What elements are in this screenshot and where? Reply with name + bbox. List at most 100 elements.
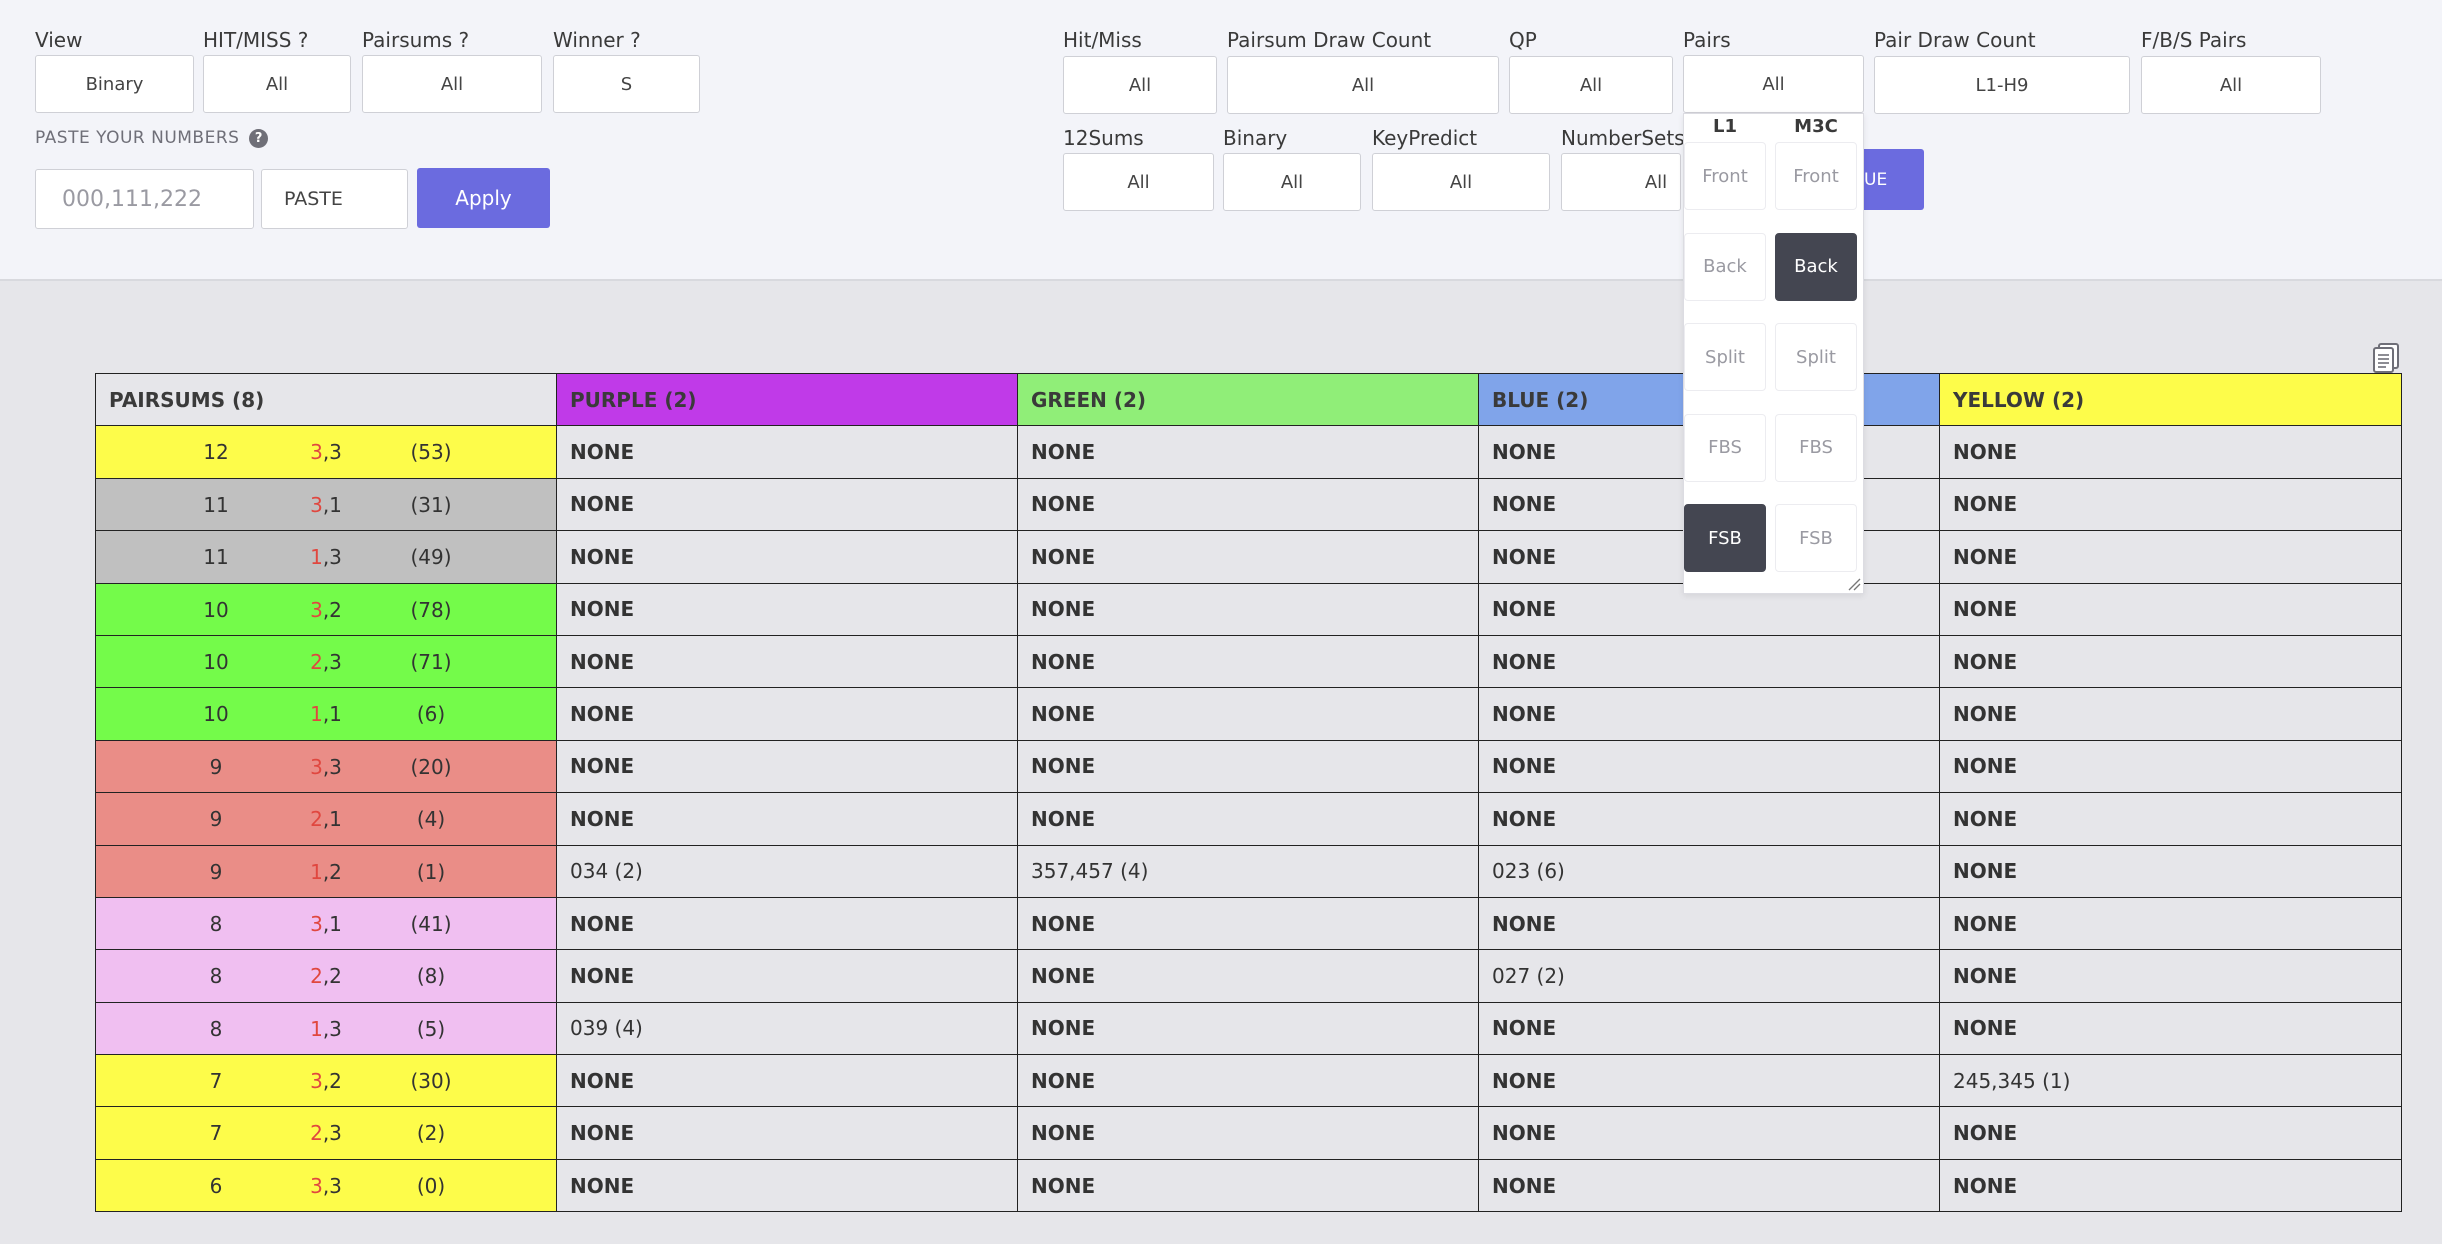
pair-digit-first: 2 <box>310 649 323 674</box>
pairs-select[interactable]: All <box>1683 55 1864 113</box>
keypredict-label: KeyPredict <box>1372 126 1478 150</box>
copy-icon[interactable] <box>2372 342 2400 374</box>
pair-digit-first: 3 <box>310 1069 323 1094</box>
pairs-option-l1-split[interactable]: Split <box>1684 323 1766 391</box>
pairs-option-l1-front[interactable]: Front <box>1684 142 1766 210</box>
table-row: 10 2,3 (71) NONE NONE NONE NONE <box>95 634 2402 689</box>
pair-digits: 2,2 <box>310 964 342 989</box>
dropdown-col-m3c: M3C <box>1794 116 1838 137</box>
pairsum-value: 8 <box>209 911 223 936</box>
fbs-pairs-select[interactable]: All <box>2141 56 2321 114</box>
column-header-2: GREEN (2) <box>1017 372 1479 427</box>
pair-draw-count-select[interactable]: L1-H9 <box>1874 56 2130 114</box>
pairsums-label: Pairsums ? <box>362 28 470 52</box>
result-cell: NONE <box>556 634 1018 689</box>
pairs-option-l1-fsb[interactable]: FSB <box>1684 504 1766 572</box>
pairsum-count: (41) <box>410 911 452 936</box>
pairsum-cell: 9 1,2 (1) <box>95 844 557 898</box>
pairsum-cell: 9 2,1 (4) <box>95 792 557 846</box>
pairsum-count: (1) <box>416 859 446 884</box>
pairs-option-l1-back[interactable]: Back <box>1684 232 1766 301</box>
pairs-option-m3c-fbs[interactable]: FBS <box>1775 413 1857 482</box>
view-label: View <box>35 28 83 52</box>
numbersets-select[interactable]: All <box>1561 153 1681 211</box>
result-cell: NONE <box>1939 687 2402 741</box>
pair-digit-first: 1 <box>310 1016 323 1041</box>
pairsum-draw-count-select[interactable]: All <box>1227 56 1499 114</box>
pair-digit-second: 2 <box>329 597 342 622</box>
pairs-option-m3c-fsb[interactable]: FSB <box>1775 504 1857 572</box>
pair-digits: 3,2 <box>310 597 342 622</box>
result-cell: NONE <box>1939 1158 2402 1213</box>
keypredict-select[interactable]: All <box>1372 153 1550 211</box>
pair-digit-second: 2 <box>329 1069 342 1094</box>
pairsums-select[interactable]: All <box>362 55 542 113</box>
pair-digits: 3,2 <box>310 1069 342 1094</box>
partial-blue-button[interactable]: UE <box>1860 149 1924 210</box>
view-select[interactable]: Binary <box>35 55 194 113</box>
result-cell: NONE <box>1939 739 2402 794</box>
filter-panel <box>0 0 2442 281</box>
result-cell: 034 (2) <box>556 844 1018 898</box>
result-cell: NONE <box>1939 425 2402 479</box>
table-row: 6 3,3 (0) NONE NONE NONE NONE <box>95 1158 2402 1213</box>
qp-label: QP <box>1509 28 1537 52</box>
pairsum-count: (78) <box>410 597 452 622</box>
table-row: 7 3,2 (30) NONE NONE NONE 245,345 (1) <box>95 1054 2402 1108</box>
help-icon[interactable]: ? <box>249 128 269 148</box>
pairs-option-m3c-split[interactable]: Split <box>1775 323 1857 391</box>
pair-digit-second: 3 <box>329 440 342 465</box>
pairsum-cell: 11 1,3 (49) <box>95 530 557 584</box>
result-cell: NONE <box>1478 1106 1940 1160</box>
pairsum-cell: 8 1,3 (5) <box>95 1001 557 1056</box>
numbersets-label: NumberSets <box>1561 126 1685 150</box>
pair-digits: 2,1 <box>310 807 342 832</box>
hit-miss-select[interactable]: All <box>203 55 351 113</box>
result-cell: NONE <box>556 530 1018 584</box>
table-row: 8 2,2 (8) NONE NONE 027 (2) NONE <box>95 949 2402 1003</box>
binary-label: Binary <box>1223 126 1288 150</box>
column-header-1: PURPLE (2) <box>556 372 1018 427</box>
pairs-option-m3c-back[interactable]: Back <box>1775 232 1857 301</box>
pairs-option-l1-fbs[interactable]: FBS <box>1684 413 1766 482</box>
numbers-input[interactable]: 000,111,222 <box>35 169 254 229</box>
pairsum-value: 9 <box>209 859 223 884</box>
binary-select[interactable]: All <box>1223 153 1361 211</box>
pair-digits: 1,1 <box>310 702 342 727</box>
pair-digit-second: 1 <box>329 702 342 727</box>
pair-digit-first: 3 <box>310 440 323 465</box>
pairsum-value: 10 <box>203 702 229 727</box>
pairs-option-m3c-front[interactable]: Front <box>1775 142 1857 210</box>
pair-draw-count-label: Pair Draw Count <box>1874 28 2036 52</box>
qp-select[interactable]: All <box>1509 56 1673 114</box>
pair-digits: 3,3 <box>310 440 342 465</box>
result-cell: NONE <box>556 477 1018 532</box>
result-cell: 357,457 (4) <box>1017 844 1479 898</box>
result-cell: NONE <box>1017 634 1479 689</box>
resize-grip-icon[interactable] <box>1847 577 1861 591</box>
table-row: 9 1,2 (1) 034 (2) 357,457 (4) 023 (6) NONE <box>95 844 2402 898</box>
winner-select[interactable]: S <box>553 55 700 113</box>
pairsum-count: (0) <box>416 1173 446 1198</box>
12sums-select[interactable]: All <box>1063 153 1214 211</box>
hitmiss2-select[interactable]: All <box>1063 56 1217 114</box>
pair-digits: 3,3 <box>310 754 342 779</box>
pairsum-value: 8 <box>209 1016 223 1041</box>
pairsum-value: 10 <box>203 597 229 622</box>
result-cell: NONE <box>1939 949 2402 1003</box>
apply-button[interactable]: Apply <box>417 168 550 228</box>
pairsum-value: 10 <box>203 649 229 674</box>
pairsum-cell: 7 3,2 (30) <box>95 1054 557 1108</box>
pairsum-count: (30) <box>410 1069 452 1094</box>
pairsum-value: 7 <box>209 1069 223 1094</box>
pairsum-count: (53) <box>410 440 452 465</box>
pair-digits: 1,2 <box>310 859 342 884</box>
column-header-0: PAIRSUMS (8) <box>95 372 557 427</box>
pairsum-value: 8 <box>209 964 223 989</box>
table-row: 9 3,3 (20) NONE NONE NONE NONE <box>95 739 2402 794</box>
pairsum-cell: 7 2,3 (2) <box>95 1106 557 1160</box>
pairsum-draw-count-label: Pairsum Draw Count <box>1227 28 1432 52</box>
result-cell: NONE <box>1939 1106 2402 1160</box>
paste-select[interactable]: PASTE <box>261 169 408 229</box>
pair-digit-second: 3 <box>329 649 342 674</box>
